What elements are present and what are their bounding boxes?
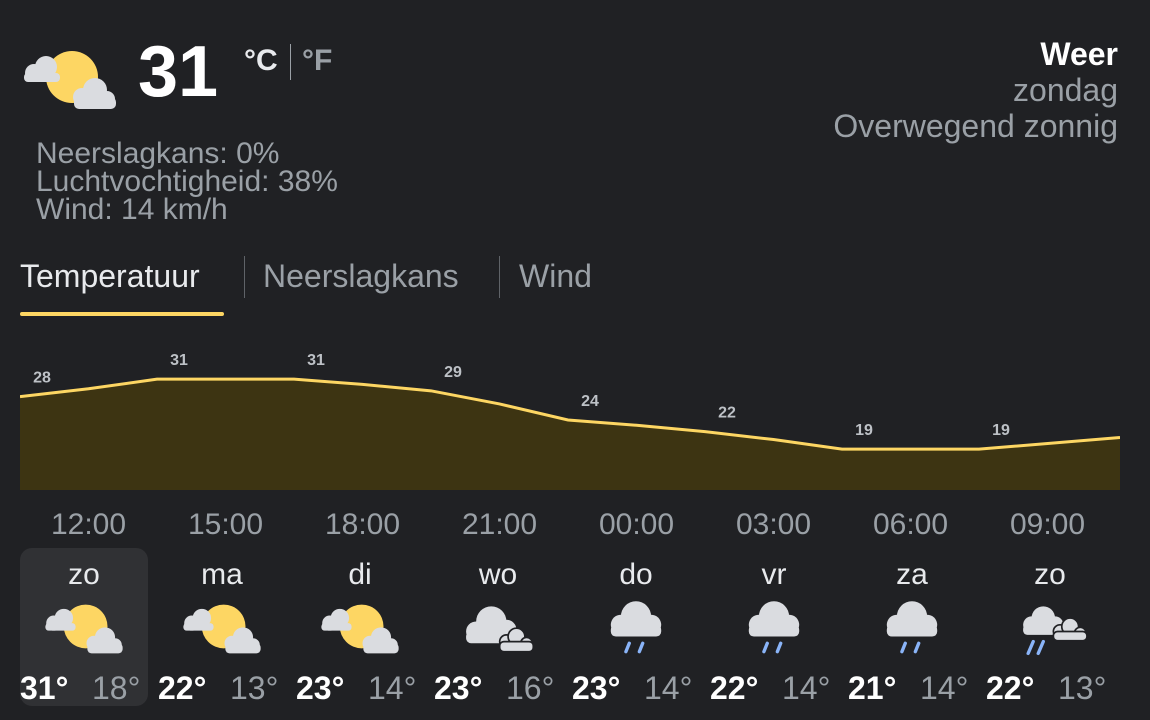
day-forecast-zo[interactable]: zo 22° 13° (986, 548, 1114, 706)
day-low-temp: 14° (920, 670, 969, 706)
day-high-temp: 23° (572, 670, 621, 706)
temperature-line (20, 377, 1120, 451)
tab-divider (499, 256, 500, 298)
day-high-temp: 22° (710, 670, 759, 706)
current-temperature: 31 (138, 32, 219, 112)
data-label: 24 (581, 393, 599, 410)
unit-celsius-button[interactable]: °C (244, 44, 278, 77)
data-label: 31 (170, 352, 188, 369)
rain-icon (732, 598, 816, 660)
data-label: 29 (444, 364, 462, 381)
precipitation-chance: Neerslagkans: 0% (36, 137, 280, 170)
day-low-temp: 14° (644, 670, 693, 706)
day-forecast-di[interactable]: di 23° 14° (296, 548, 424, 706)
time-tick-label: 03:00 (735, 508, 812, 541)
partly-cloudy-icon (42, 598, 126, 660)
day-forecast-zo[interactable]: zo 31° 18° (20, 548, 148, 706)
header-block: Weer zondag Overwegend zonnig (833, 36, 1118, 144)
day-name: za (896, 558, 928, 591)
day-name: wo (478, 558, 518, 591)
day-name: zo (68, 558, 100, 591)
tab-temperature[interactable]: Temperatuur (20, 258, 200, 294)
showers-icon (1008, 598, 1092, 660)
temperature-chart: 28 31 31 29 24 22 19 19 (20, 352, 1120, 490)
data-label: 28 (33, 370, 51, 387)
tab-wind[interactable]: Wind (519, 258, 592, 294)
day-name: ma (201, 558, 243, 591)
data-label: 31 (307, 352, 325, 369)
time-tick-label: 18:00 (324, 508, 401, 541)
time-tick-label: 09:00 (1009, 508, 1086, 541)
day-high-temp: 23° (434, 670, 483, 706)
day-name: do (619, 558, 653, 591)
day-high-temp: 21° (848, 670, 897, 706)
day-low-temp: 14° (368, 670, 417, 706)
current-day: zondag (1013, 72, 1118, 108)
time-tick-label: 12:00 (50, 508, 127, 541)
data-label: 19 (992, 422, 1010, 439)
time-axis: 12:00 15:00 18:00 21:00 00:00 03:00 06:00 09:00 (20, 508, 1120, 544)
humidity: Luchtvochtigheid: 38% (36, 165, 338, 198)
day-high-temp: 22° (986, 670, 1035, 706)
day-low-temp: 13° (230, 670, 279, 706)
wind-speed: Wind: 14 km/h (36, 193, 228, 226)
day-forecast-ma[interactable]: ma 22° 13° (158, 548, 286, 706)
rain-icon (594, 598, 678, 660)
day-high-temp: 23° (296, 670, 345, 706)
widget-title: Weer (1040, 36, 1118, 72)
temperature-area (20, 379, 1120, 490)
day-low-temp: 16° (506, 670, 555, 706)
time-tick-label: 06:00 (872, 508, 949, 541)
weather-details: Neerslagkans: 0% Luchtvochtigheid: 38% W… (36, 137, 338, 226)
time-tick-label: 15:00 (187, 508, 264, 541)
partly-cloudy-icon (180, 598, 264, 660)
tab-precipitation[interactable]: Neerslagkans (263, 258, 459, 294)
cloudy-icon (456, 598, 540, 660)
day-high-temp: 22° (158, 670, 207, 706)
data-label: 19 (855, 422, 873, 439)
current-condition: Overwegend zonnig (833, 108, 1118, 144)
daily-forecast: zo 31° 18° ma 22° 13° di 23° 14° wo 23° 16° do 23° 14°… (20, 548, 1130, 708)
active-tab-indicator (20, 312, 224, 316)
tab-divider (244, 256, 245, 298)
unit-divider (290, 44, 291, 80)
day-low-temp: 14° (782, 670, 831, 706)
time-tick-label: 21:00 (461, 508, 538, 541)
partly-cloudy-icon (318, 598, 402, 660)
day-name: zo (1034, 558, 1066, 591)
day-name: di (348, 558, 372, 591)
time-tick-label: 00:00 (598, 508, 675, 541)
day-low-temp: 13° (1058, 670, 1107, 706)
day-name: vr (761, 558, 787, 591)
current-weather-icon (20, 45, 120, 115)
rain-icon (870, 598, 954, 660)
day-forecast-wo[interactable]: wo 23° 16° (434, 548, 562, 706)
unit-fahrenheit-button[interactable]: °F (302, 44, 333, 77)
day-forecast-do[interactable]: do 23° 14° (572, 548, 700, 706)
day-low-temp: 18° (92, 670, 141, 706)
day-forecast-za[interactable]: za 21° 14° (848, 548, 976, 706)
day-high-temp: 31° (20, 670, 69, 706)
day-forecast-vr[interactable]: vr 22° 14° (710, 548, 838, 706)
data-label: 22 (718, 405, 736, 422)
